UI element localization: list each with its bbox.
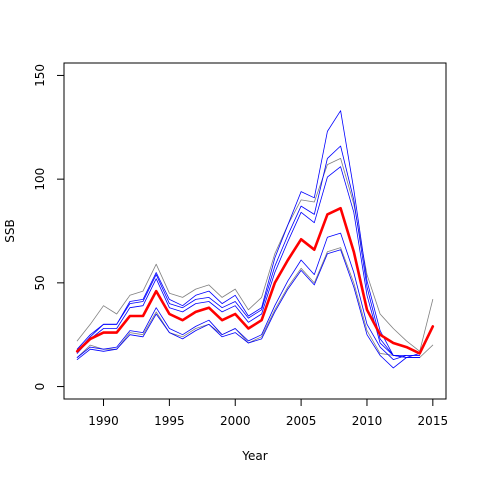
plot-frame — [63, 62, 447, 400]
x-tick-label: 1995 — [154, 414, 185, 428]
series-line-outer-upper — [76, 158, 434, 352]
series-line-outer-lower — [76, 247, 434, 358]
x-tick-label: 2005 — [286, 414, 317, 428]
y-tick-label: 50 — [33, 275, 47, 290]
y-axis: 0 50 100 150 — [33, 64, 64, 390]
x-axis: 1990 1995 2000 2005 2010 2015 — [88, 399, 448, 428]
x-tick-label: 2010 — [352, 414, 383, 428]
x-axis-label: Year — [241, 449, 267, 463]
series-layer — [75, 110, 435, 369]
x-tick-label: 2000 — [220, 414, 251, 428]
series-line-upper-2 — [76, 110, 421, 358]
y-axis-label: SSB — [3, 219, 17, 242]
series-line-mid-upper — [76, 166, 421, 358]
y-tick-label: 100 — [33, 168, 47, 191]
x-tick-label: 2015 — [418, 414, 449, 428]
x-tick-label: 1990 — [88, 414, 119, 428]
series-line-estimate — [75, 206, 435, 355]
series-line-lower-1 — [76, 232, 421, 360]
series-line-upper-1 — [76, 145, 421, 356]
y-tick-label: 0 — [33, 383, 47, 391]
y-tick-label: 150 — [33, 64, 47, 87]
series-line-lower-2 — [76, 249, 421, 369]
